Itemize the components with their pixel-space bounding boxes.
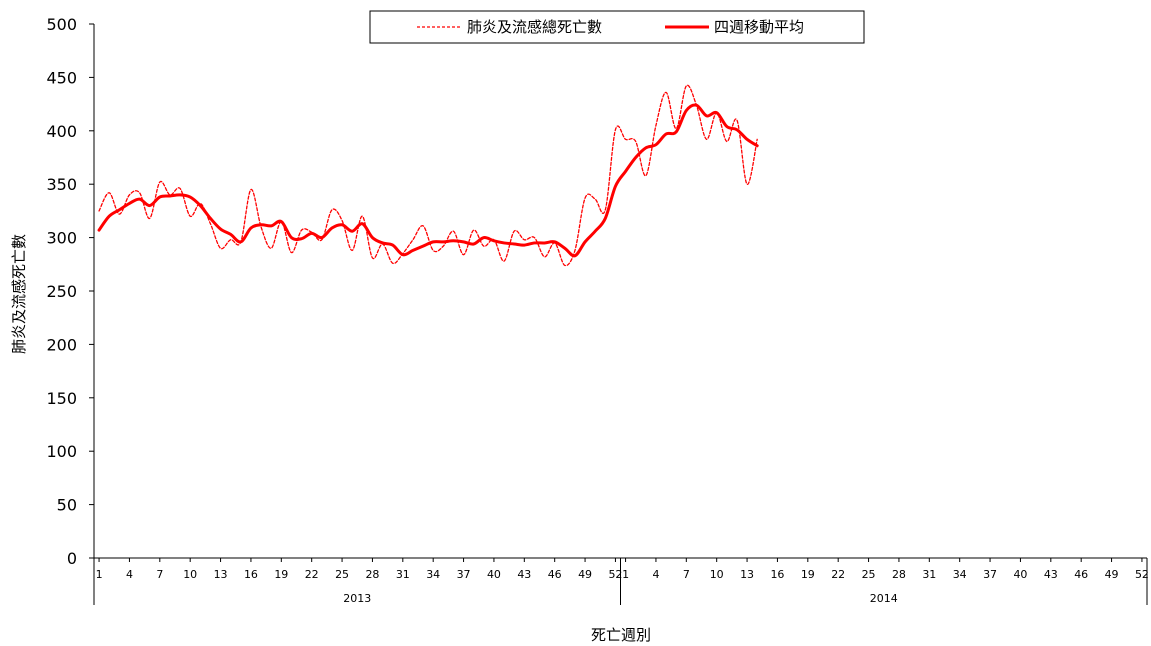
y-tick-label: 50 <box>57 496 77 515</box>
y-tick-label: 300 <box>46 229 77 248</box>
x-tick-label: 22 <box>305 568 319 581</box>
x-tick-label: 31 <box>396 568 410 581</box>
x-axis: 2013 1 4 7 10 13 16 19 22 25 28 31 34 37 40 43 46 49 52 201… <box>93 557 1149 605</box>
x-tick-label: 25 <box>862 568 876 581</box>
y-axis-label: 肺炎及流感死亡數 <box>10 234 28 354</box>
x-tick-label: 40 <box>1013 568 1027 581</box>
y-axis: 0 50 100 150 200 250 300 350 400 450 500 <box>46 15 95 568</box>
legend-label-total: 肺炎及流感總死亡數 <box>467 18 602 36</box>
year-label: 2013 <box>343 592 371 605</box>
x-tick-label: 4 <box>126 568 133 581</box>
x-tick-label: 10 <box>183 568 197 581</box>
x-tick-label: 22 <box>831 568 845 581</box>
x-tick-label: 37 <box>983 568 997 581</box>
x-tick-label: 1 <box>622 568 629 581</box>
x-tick-label: 52 <box>608 568 622 581</box>
x-axis-label: 死亡週別 <box>591 626 651 644</box>
x-tick-label: 31 <box>922 568 936 581</box>
x-tick-label: 7 <box>156 568 163 581</box>
year-label: 2014 <box>870 592 898 605</box>
x-tick-label: 25 <box>335 568 349 581</box>
x-tick-label: 34 <box>426 568 440 581</box>
plot-series <box>97 84 759 267</box>
y-tick-label: 400 <box>46 122 77 141</box>
x-tick-label: 16 <box>244 568 258 581</box>
y-tick-label: 500 <box>46 15 77 34</box>
x-tick-label: 28 <box>892 568 906 581</box>
y-tick-label: 250 <box>46 282 77 301</box>
y-tick-label: 0 <box>67 549 77 568</box>
x-tick-label: 4 <box>652 568 659 581</box>
x-tick-label: 37 <box>457 568 471 581</box>
legend: 肺炎及流感總死亡數 四週移動平均 <box>369 10 865 44</box>
x-tick-label: 43 <box>517 568 531 581</box>
x-tick-label: 13 <box>740 568 754 581</box>
y-tick-label: 200 <box>46 335 77 354</box>
x-tick-label: 19 <box>274 568 288 581</box>
x-tick-label: 46 <box>1074 568 1088 581</box>
x-tick-label: 28 <box>365 568 379 581</box>
y-tick-label: 450 <box>46 68 77 87</box>
x-tick-label: 49 <box>578 568 592 581</box>
x-tick-label: 34 <box>953 568 967 581</box>
x-tick-label: 16 <box>770 568 784 581</box>
x-tick-label: 10 <box>710 568 724 581</box>
x-tick-label: 52 <box>1135 568 1149 581</box>
x-tick-label: 13 <box>214 568 228 581</box>
x-tick-label: 7 <box>683 568 690 581</box>
y-tick-label: 100 <box>46 442 77 461</box>
x-tick-label: 46 <box>548 568 562 581</box>
legend-label-average: 四週移動平均 <box>714 18 804 36</box>
x-tick-label: 1 <box>96 568 103 581</box>
x-tick-label: 49 <box>1105 568 1119 581</box>
y-tick-label: 150 <box>46 389 77 408</box>
x-tick-label: 43 <box>1044 568 1058 581</box>
x-tick-label: 19 <box>801 568 815 581</box>
y-tick-label: 350 <box>46 175 77 194</box>
x-tick-label: 40 <box>487 568 501 581</box>
series-line-total-deaths <box>98 84 758 267</box>
series-line-moving-average <box>97 103 759 258</box>
